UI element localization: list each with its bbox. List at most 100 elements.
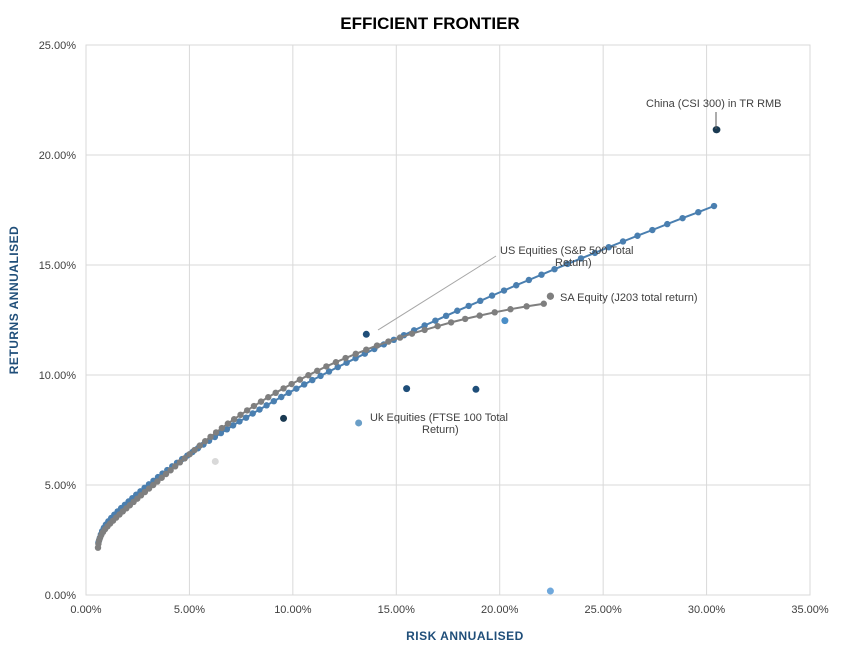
x-tick-label: 30.00%	[688, 604, 726, 616]
frontier-point	[314, 367, 321, 375]
frontier-point	[523, 303, 530, 310]
axes: 0.00% 5.00% 10.00% 15.00% 20.00% 25.00% 30.00%…	[39, 40, 829, 616]
x-tick-label: 0.00%	[70, 604, 101, 616]
y-tick-label: 10.00%	[39, 370, 77, 382]
frontier-point	[309, 376, 316, 384]
x-tick-label: 10.00%	[274, 604, 312, 616]
frontier-point	[465, 302, 472, 310]
frontier-point	[396, 334, 404, 341]
frontier-point	[229, 422, 237, 429]
x-tick-label: 35.00%	[791, 604, 829, 616]
frontier-point	[325, 368, 333, 375]
frontier-point	[491, 309, 498, 316]
asset-point	[546, 587, 554, 595]
frontier-point	[293, 385, 300, 392]
annotations: China (CSI 300) in TR RMB US Equities (S&…	[370, 98, 782, 436]
frontier-point	[507, 306, 514, 313]
frontier-point	[278, 393, 285, 401]
frontier-point	[352, 350, 359, 358]
frontier-point	[223, 426, 231, 433]
frontier-point	[171, 463, 179, 470]
frontier-point	[224, 420, 232, 427]
chart-title: EFFICIENT FRONTIER	[340, 14, 519, 33]
frontier-point	[434, 322, 441, 330]
frontier-point	[373, 342, 381, 349]
frontier-point	[243, 407, 251, 414]
frontier-point	[288, 380, 295, 388]
frontier-point	[176, 459, 184, 466]
frontier-point	[334, 363, 341, 371]
frontier-point	[196, 442, 203, 449]
frontier-point	[551, 265, 558, 273]
frontier-point	[695, 209, 702, 216]
asset-point	[211, 457, 219, 465]
frontier-point	[265, 394, 272, 401]
frontier-point	[679, 214, 686, 222]
annotation-line: SA Equity (J203 total return)	[560, 292, 698, 304]
frontier-point	[162, 470, 170, 478]
frontier-point	[207, 433, 214, 441]
frontier-point	[538, 271, 545, 278]
uk-equities-label: Uk Equities (FTSE 100 Total Return)	[370, 412, 508, 436]
sa-equity-label: SA Equity (J203 total return)	[560, 292, 698, 304]
y-tick-label: 15.00%	[39, 260, 77, 272]
x-axis-title: RISK ANNUALISED	[406, 629, 524, 643]
frontier-point	[236, 418, 243, 425]
annotation-line: Return)	[555, 257, 592, 269]
x-tick-label: 15.00%	[378, 604, 416, 616]
y-tick-label: 20.00%	[39, 150, 77, 162]
frontier-point	[230, 416, 238, 423]
asset-point	[280, 414, 288, 422]
frontier-point	[285, 389, 292, 397]
frontier-point	[167, 467, 174, 474]
x-tick-label: 25.00%	[584, 604, 622, 616]
frontier-point	[442, 312, 450, 320]
asset-point	[546, 292, 554, 300]
asset-point	[362, 330, 370, 338]
asset-point	[403, 385, 411, 393]
frontier-point	[250, 402, 258, 410]
frontier-point	[342, 354, 349, 362]
frontier-point	[454, 307, 461, 314]
frontier-series	[94, 126, 720, 551]
asset-points	[211, 126, 721, 595]
frontier-point	[181, 455, 188, 462]
frontier-point	[301, 381, 308, 388]
y-axis-title: RETURNS ANNUALISED	[7, 226, 21, 375]
frontier-point	[488, 292, 496, 299]
frontier-point	[363, 346, 370, 353]
frontier-point	[296, 376, 304, 383]
annotation-line: China (CSI 300) in TR RMB	[646, 98, 782, 110]
asset-point	[355, 419, 363, 427]
frontier-point	[432, 317, 439, 324]
frontier-point	[263, 402, 270, 409]
frontier-point	[385, 338, 392, 345]
frontier-line-2	[97, 302, 544, 548]
frontier-point	[317, 372, 324, 380]
frontier-point	[154, 478, 161, 485]
frontier-point	[649, 226, 656, 234]
frontier-point	[249, 410, 256, 417]
frontier-point	[272, 389, 279, 397]
frontier-point	[525, 276, 533, 284]
asset-point	[713, 126, 721, 134]
frontier-point	[323, 363, 330, 370]
frontier-point	[218, 424, 226, 432]
annotation-line: Uk Equities (FTSE 100 Total	[370, 412, 508, 424]
frontier-point	[212, 429, 220, 436]
x-tick-label: 20.00%	[481, 604, 519, 616]
frontier-point	[270, 397, 278, 405]
plot-area-border	[85, 44, 811, 596]
frontier-point	[477, 297, 484, 305]
frontier-point	[256, 406, 263, 413]
frontier-point	[500, 287, 508, 294]
x-tick-label: 5.00%	[174, 604, 205, 616]
frontier-point	[280, 385, 287, 392]
frontier-point	[242, 414, 250, 421]
frontier-point	[619, 238, 627, 245]
frontier-point	[476, 312, 483, 319]
frontier-point	[257, 398, 265, 405]
asset-point	[501, 317, 509, 325]
frontier-point	[421, 322, 428, 329]
